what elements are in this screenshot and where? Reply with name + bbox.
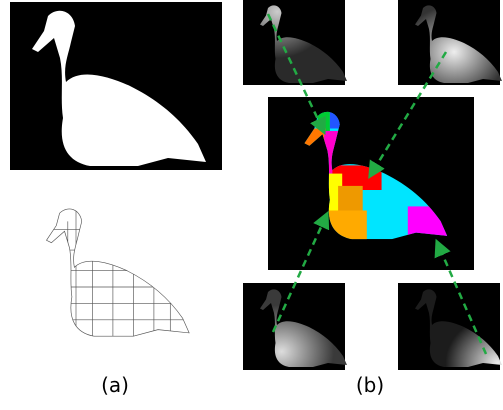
superpixel-sketch — [35, 205, 199, 336]
caption-a: (a) — [101, 373, 129, 397]
caption-b: (b) — [356, 373, 384, 397]
figure: (a) (b) — [0, 0, 503, 410]
